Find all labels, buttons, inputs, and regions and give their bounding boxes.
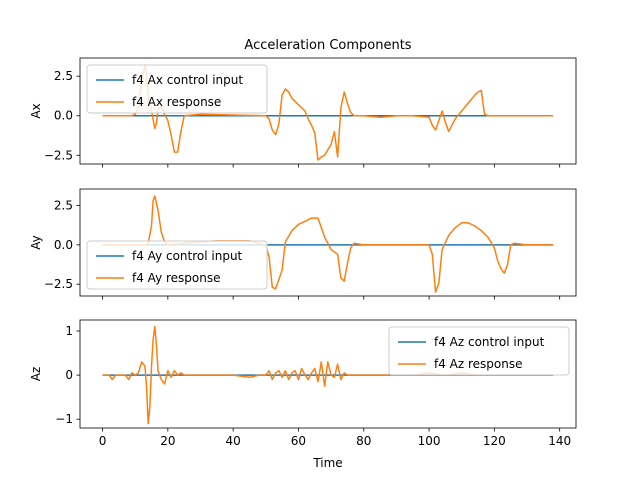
panels: 2.5 0.0 −2.5 Ax f4 Ax control input f4 Ax res… [29, 57, 577, 448]
x-axis-title: Time [312, 456, 342, 470]
legend-box [86, 240, 268, 290]
x-tick-label: 20 [160, 434, 175, 448]
y-tick-label: 2.5 [54, 69, 73, 83]
legend-label-control: f4 Ay control input [132, 249, 243, 263]
legend-box [388, 326, 570, 376]
legend-label-response: f4 Ay response [132, 271, 221, 285]
y-tick-label: −1 [55, 412, 73, 426]
plot-frame [79, 188, 577, 297]
y-tick-label: 0 [65, 368, 73, 382]
x-tick-label: 100 [418, 434, 441, 448]
legend-label-control: f4 Az control input [434, 335, 545, 349]
x-tick-label: 120 [483, 434, 506, 448]
y-axis-title: Ax [29, 103, 43, 118]
legend-label-response: f4 Az response [434, 357, 523, 371]
x-tick-label: 40 [226, 434, 241, 448]
y-tick-label: 0.0 [54, 238, 73, 252]
series-line-response-az [102, 325, 554, 425]
legend-label-control: f4 Ax control input [132, 73, 243, 87]
panel-az: 1 0 −1 0 20 40 60 80 100 120 140 Az f4 Az control in… [29, 319, 577, 448]
x-tick-label: 140 [548, 434, 571, 448]
y-tick-label: 0.0 [54, 109, 73, 123]
plot-frame [79, 57, 577, 165]
y-axis-title: Ay [29, 235, 43, 250]
legend-box [86, 64, 268, 114]
legend-label-response: f4 Ax response [132, 95, 221, 109]
y-axis-title: Az [29, 367, 43, 382]
x-tick-label: 0 [99, 434, 107, 448]
chart-title: Acceleration Components [244, 38, 411, 53]
y-tick-label: 1 [65, 324, 73, 338]
y-tick-label: 2.5 [54, 199, 73, 213]
plot-frame [79, 319, 577, 429]
legend: f4 Ay control input f4 Ay response [86, 240, 268, 290]
x-tick-label: 80 [356, 434, 371, 448]
panel-ay: 2.5 0.0 −2.5 Ay f4 Ay control input f4 Ay res… [29, 188, 577, 300]
panel-ax: 2.5 0.0 −2.5 Ax f4 Ax control input f4 Ax res… [29, 57, 577, 168]
y-tick-label: −2.5 [44, 148, 73, 162]
y-tick-label: −2.5 [44, 277, 73, 291]
legend: f4 Az control input f4 Az response [388, 326, 570, 376]
legend: f4 Ax control input f4 Ax response [86, 64, 268, 114]
x-tick-label: 60 [291, 434, 306, 448]
